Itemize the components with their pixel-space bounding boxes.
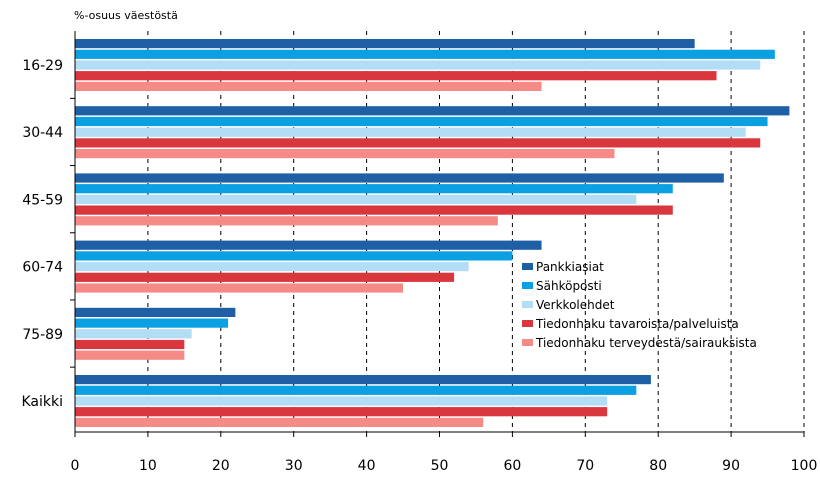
x-tick-label-50: 50 xyxy=(431,458,449,474)
bars xyxy=(75,39,790,427)
x-tick-label-30: 30 xyxy=(285,458,303,474)
x-tick-label-40: 40 xyxy=(358,458,376,474)
bar-60-74-1 xyxy=(75,251,513,261)
bar-16-29-0 xyxy=(75,39,695,49)
legend-swatch-2 xyxy=(522,301,533,308)
bar-75-89-3 xyxy=(75,339,185,350)
y-axis-title: %-osuus väestöstä xyxy=(74,9,178,22)
bar-Kaikki-0 xyxy=(75,375,651,385)
bar-75-89-0 xyxy=(75,307,236,317)
x-tick-label-90: 90 xyxy=(722,458,740,474)
x-tick-label-80: 80 xyxy=(649,458,667,474)
bar-45-59-0 xyxy=(75,173,724,183)
category-label-16-29: 16-29 xyxy=(22,58,63,74)
bar-16-29-2 xyxy=(75,60,761,70)
legend-label-4: Tiedonhaku terveydestä/sairauksista xyxy=(535,336,757,350)
bar-30-44-4 xyxy=(75,149,615,159)
category-label-60-74: 60-74 xyxy=(22,260,63,276)
x-tick-label-0: 0 xyxy=(71,458,80,474)
legend-label-1: Sähköposti xyxy=(536,279,602,293)
bar-75-89-2 xyxy=(75,329,192,339)
x-tick-label-20: 20 xyxy=(212,458,230,474)
category-label-Kaikki: Kaikki xyxy=(21,394,63,410)
legend-label-0: Pankkiasiat xyxy=(536,260,604,274)
legend-swatch-4 xyxy=(522,339,533,346)
category-label-45-59: 45-59 xyxy=(22,192,63,208)
legend: Pankkiasiat Sähköposti Verkkolehdet Tiedonh… xyxy=(522,260,757,350)
category-label-75-89: 75-89 xyxy=(22,327,63,343)
bar-Kaikki-2 xyxy=(75,396,608,406)
legend-label-3: Tiedonhaku tavaroista/palveluista xyxy=(535,317,739,331)
bar-60-74-2 xyxy=(75,262,469,272)
bar-30-44-2 xyxy=(75,127,746,137)
bar-45-59-1 xyxy=(75,184,673,194)
bar-60-74-3 xyxy=(75,272,455,282)
bar-45-59-3 xyxy=(75,205,673,215)
x-tick-label-70: 70 xyxy=(576,458,594,474)
bar-75-89-4 xyxy=(75,350,185,360)
bar-16-29-3 xyxy=(75,71,717,81)
bar-60-74-0 xyxy=(75,240,542,250)
x-tick-labels: 0 10 20 30 40 50 60 70 80 90 100 xyxy=(71,432,818,474)
legend-label-2: Verkkolehdet xyxy=(536,298,615,312)
x-tick-label-60: 60 xyxy=(503,458,521,474)
bar-45-59-4 xyxy=(75,216,498,226)
category-labels: 16-29 30-44 45-59 60-74 75-89 Kaikki xyxy=(21,58,75,410)
bar-30-44-3 xyxy=(75,138,761,148)
legend-swatch-3 xyxy=(522,320,533,327)
bar-75-89-1 xyxy=(75,318,229,328)
legend-swatch-0 xyxy=(522,263,533,270)
bar-16-29-4 xyxy=(75,81,542,91)
bar-Kaikki-3 xyxy=(75,407,608,417)
category-label-30-44: 30-44 xyxy=(22,125,63,141)
bar-30-44-0 xyxy=(75,106,790,116)
legend-swatch-1 xyxy=(522,282,533,289)
bar-60-74-4 xyxy=(75,283,404,293)
bar-45-59-2 xyxy=(75,194,637,204)
bar-30-44-1 xyxy=(75,116,768,127)
bar-Kaikki-1 xyxy=(75,385,637,395)
bar-16-29-1 xyxy=(75,49,775,59)
bar-Kaikki-4 xyxy=(75,417,484,427)
x-tick-label-100: 100 xyxy=(791,458,818,474)
x-tick-label-10: 10 xyxy=(139,458,157,474)
gridlines xyxy=(147,31,805,432)
